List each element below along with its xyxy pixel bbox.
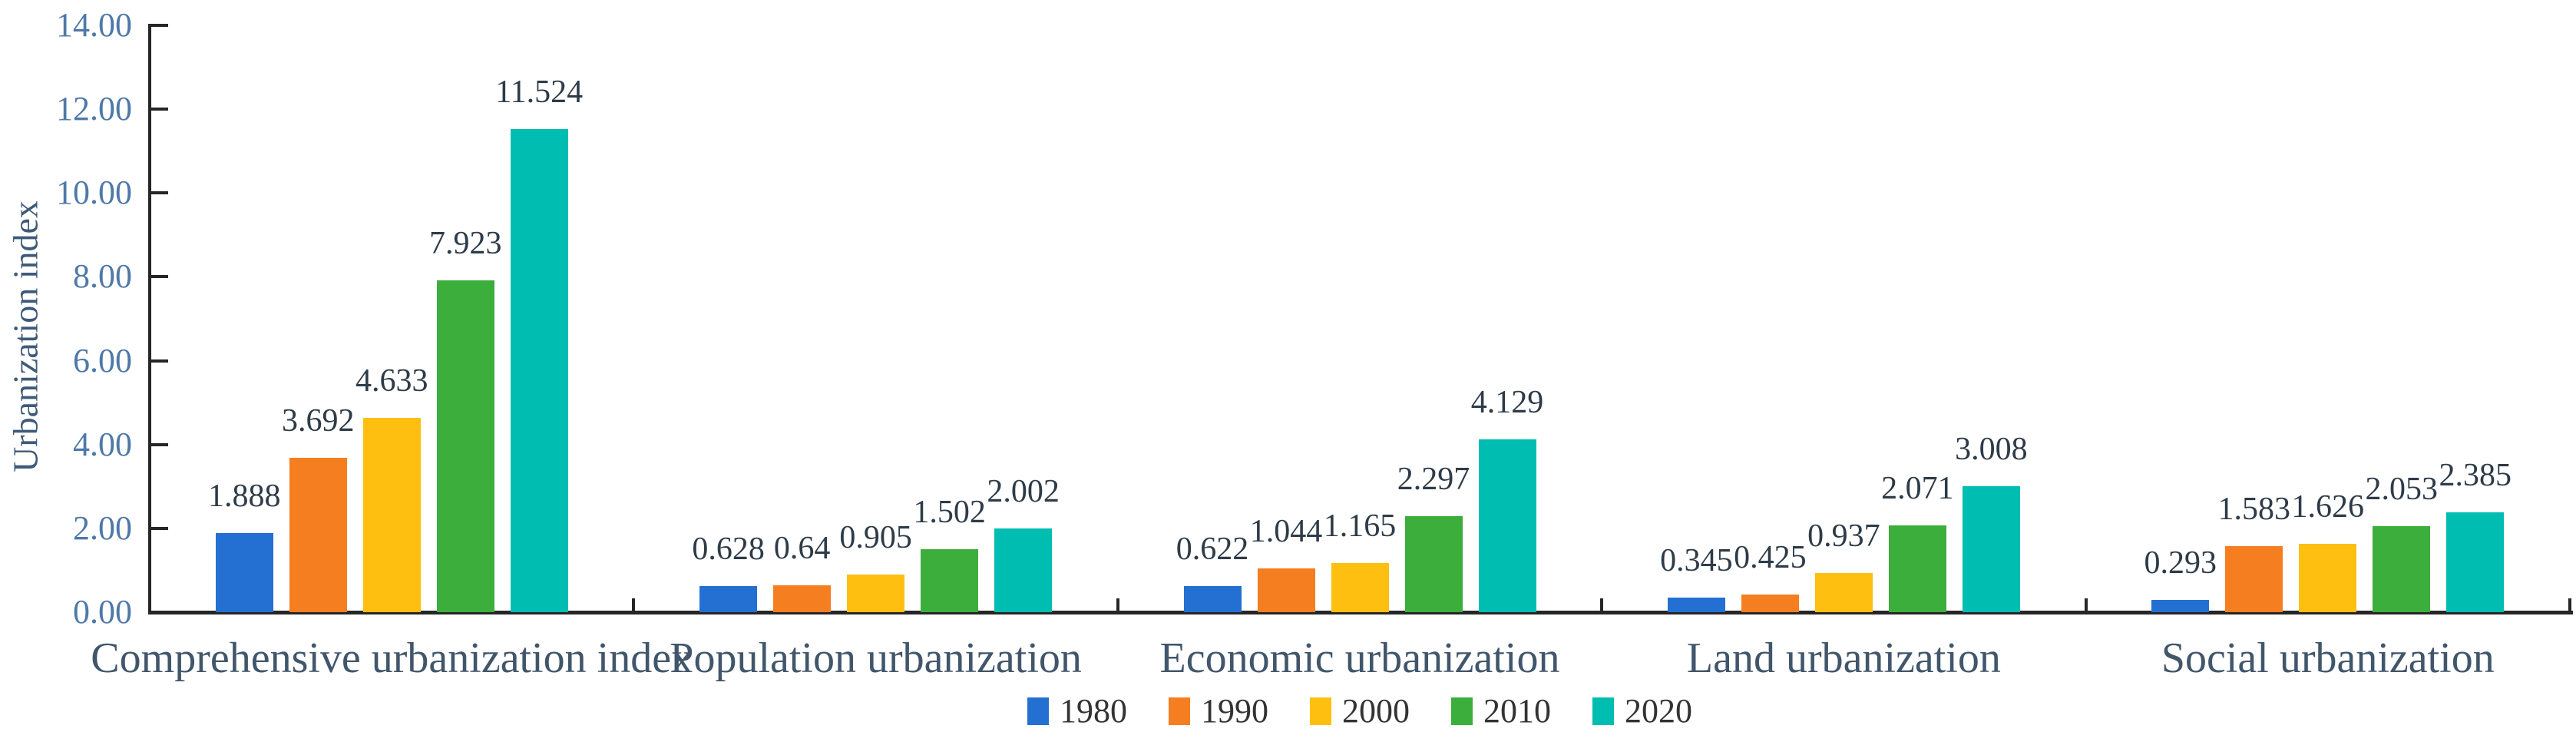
bar-value-label: 0.345 bbox=[1660, 543, 1733, 579]
legend-label: 2000 bbox=[1342, 692, 1410, 730]
y-tick-label: 2.00 bbox=[73, 508, 132, 547]
bar-value-label: 0.64 bbox=[773, 531, 831, 567]
bar-2020-category-2 bbox=[994, 528, 1053, 612]
legend-item-2000: 2000 bbox=[1310, 693, 1410, 730]
bar-value-label: 4.633 bbox=[355, 363, 428, 399]
category-label: Economic urbanization bbox=[1159, 634, 1560, 682]
bar-value-label: 1.165 bbox=[1323, 508, 1397, 545]
bar-value-label: 11.524 bbox=[495, 75, 584, 111]
bar-2020-category-5 bbox=[2446, 512, 2505, 612]
bar-1980-category-5 bbox=[2151, 600, 2210, 612]
x-tick-mark bbox=[2568, 598, 2571, 612]
y-tick-label: 4.00 bbox=[73, 425, 132, 463]
legend-label: 2010 bbox=[1483, 692, 1551, 730]
legend-label: 2020 bbox=[1625, 692, 1692, 730]
y-tick-mark bbox=[148, 108, 168, 111]
bar-value-label: 2.297 bbox=[1397, 461, 1470, 497]
y-tick-mark bbox=[148, 442, 168, 446]
category-label: Population urbanization bbox=[670, 634, 1082, 682]
bar-2020-category-1 bbox=[510, 129, 568, 612]
legend-label: 1980 bbox=[1060, 692, 1127, 730]
bar-1990-category-5 bbox=[2225, 545, 2283, 612]
y-tick-mark bbox=[148, 526, 168, 530]
bar-value-label: 2.385 bbox=[2439, 457, 2512, 493]
x-tick-mark bbox=[2084, 598, 2088, 612]
bar-1980-category-4 bbox=[1667, 598, 1725, 612]
bar-2010-category-1 bbox=[436, 280, 494, 612]
bar-value-label: 0.628 bbox=[692, 531, 765, 567]
legend-swatch-2010 bbox=[1451, 697, 1473, 725]
bar-2000-category-2 bbox=[847, 574, 905, 612]
bar-value-label: 1.044 bbox=[1249, 514, 1323, 550]
bar-value-label: 1.502 bbox=[913, 495, 986, 531]
y-tick-mark bbox=[148, 191, 168, 195]
bar-value-label: 2.053 bbox=[2365, 471, 2439, 507]
bar-value-label: 7.923 bbox=[428, 225, 502, 261]
x-tick-mark bbox=[1600, 598, 1604, 612]
bar-2000-category-5 bbox=[2299, 544, 2357, 612]
category-label: Land urbanization bbox=[1686, 634, 2001, 682]
legend-item-2010: 2010 bbox=[1451, 693, 1551, 730]
bar-2010-category-4 bbox=[1888, 525, 1946, 612]
bar-1990-category-3 bbox=[1257, 568, 1315, 612]
bar-2010-category-3 bbox=[1404, 515, 1463, 612]
bar-value-label: 0.425 bbox=[1734, 539, 1807, 575]
legend-swatch-2020 bbox=[1592, 697, 1614, 725]
bar-value-label: 1.626 bbox=[2291, 489, 2365, 525]
bar-value-label: 4.129 bbox=[1470, 384, 1544, 420]
bar-2020-category-4 bbox=[1962, 485, 2020, 612]
x-axis-line bbox=[148, 611, 2573, 614]
bar-2010-category-5 bbox=[2373, 525, 2431, 612]
bar-value-label: 0.293 bbox=[2144, 545, 2217, 581]
bar-2020-category-3 bbox=[1478, 439, 1536, 612]
bar-value-label: 1.888 bbox=[207, 478, 281, 514]
y-tick-label: 10.00 bbox=[56, 174, 132, 212]
legend-item-2020: 2020 bbox=[1592, 693, 1692, 730]
bar-value-label: 0.905 bbox=[839, 519, 912, 555]
y-tick-label: 0.00 bbox=[73, 593, 132, 631]
bar-1980-category-3 bbox=[1183, 586, 1242, 612]
bar-value-label: 3.692 bbox=[281, 402, 355, 439]
legend-swatch-2000 bbox=[1310, 697, 1331, 725]
y-tick-mark bbox=[148, 359, 168, 363]
bar-value-label: 0.937 bbox=[1807, 518, 1880, 554]
y-tick-label: 8.00 bbox=[73, 257, 132, 296]
bar-2000-category-4 bbox=[1814, 572, 1873, 612]
y-tick-label: 6.00 bbox=[73, 341, 132, 379]
y-tick-mark bbox=[148, 275, 168, 279]
bar-value-label: 1.583 bbox=[2217, 491, 2291, 527]
bar-2000-category-1 bbox=[362, 418, 421, 612]
legend-item-1980: 1980 bbox=[1027, 693, 1127, 730]
y-tick-mark bbox=[148, 24, 168, 27]
bar-value-label: 0.622 bbox=[1176, 532, 1249, 568]
bar-2000-category-3 bbox=[1331, 563, 1389, 612]
legend-swatch-1990 bbox=[1169, 697, 1190, 725]
bar-value-label: 2.002 bbox=[987, 473, 1060, 509]
x-tick-mark bbox=[632, 598, 636, 612]
bar-1990-category-2 bbox=[773, 585, 832, 612]
legend-item-1990: 1990 bbox=[1169, 693, 1268, 730]
x-tick-mark bbox=[1116, 598, 1119, 612]
bar-1990-category-1 bbox=[289, 457, 347, 612]
y-axis-line bbox=[148, 25, 151, 614]
legend: 1980 1990 2000 2010 2020 bbox=[150, 693, 2570, 730]
bar-1980-category-2 bbox=[699, 585, 758, 612]
y-tick-label: 14.00 bbox=[56, 6, 132, 44]
bar-2010-category-2 bbox=[921, 549, 979, 612]
category-label: Comprehensive urbanization index bbox=[91, 634, 693, 682]
bar-value-label: 2.071 bbox=[1881, 470, 1954, 506]
legend-swatch-1980 bbox=[1027, 697, 1049, 725]
bar-1990-category-4 bbox=[1741, 594, 1799, 612]
bar-1980-category-1 bbox=[215, 532, 273, 612]
bar-value-label: 3.008 bbox=[1955, 431, 2028, 467]
y-tick-label: 12.00 bbox=[56, 90, 132, 128]
category-label: Social urbanization bbox=[2161, 634, 2495, 682]
legend-label: 1990 bbox=[1201, 692, 1268, 730]
